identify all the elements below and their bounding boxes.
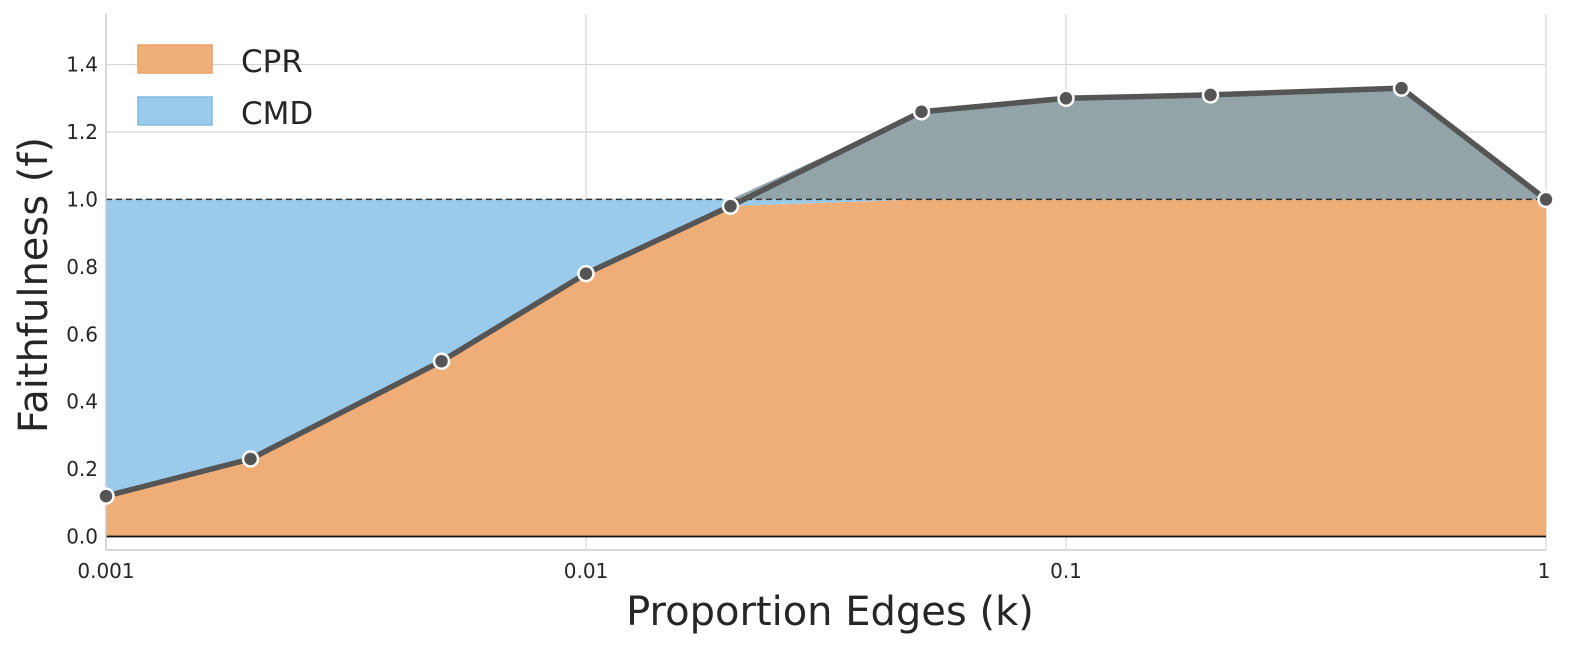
legend-swatch-cpr [137,44,213,74]
y-axis-title: Faithfulness (f) [11,137,57,433]
data-point-2 [432,352,451,370]
cpr-area [106,199,1546,537]
y-tick-label-6: 1.2 [66,120,98,144]
x-tick-label-2: 0.1 [1050,559,1082,583]
axes [105,14,1546,551]
data-point-4 [721,197,740,215]
y-tick-label-2: 0.4 [66,390,98,414]
data-point-0 [97,487,115,505]
data-point-1 [241,450,260,468]
cmd-area [106,199,1546,497]
above-one-area [106,88,1546,200]
data-point-7 [1201,86,1220,104]
x-tick-label-1: 0.01 [564,559,609,583]
y-tick-label-1: 0.2 [66,457,98,481]
area-fills [106,88,1546,537]
y-tick-label-5: 1.0 [66,187,98,211]
series-line [105,85,1548,499]
y-tick-label-0: 0.0 [66,525,98,549]
data-point-5 [912,103,931,121]
legend: CPR CMD [137,44,313,132]
x-axis-title: Proportion Edges (k) [626,589,1034,635]
data-point-6 [1057,89,1075,108]
data-point-3 [577,264,595,283]
y-tick-label-7: 1.4 [66,53,98,77]
y-tick-label-4: 0.8 [66,255,98,279]
tick-labels: 0.0 0.2 0.4 0.6 0.8 1.0 1.2 1.4 0.001 0.01 0.1 1 [66,53,1550,583]
reference-lines [106,198,1546,538]
legend-label-cmd: CMD [241,96,313,132]
data-point-9 [1537,190,1555,209]
legend-swatch-cmd [137,96,213,126]
series-line [105,85,1548,499]
data-points [97,79,1555,505]
y-tick-label-3: 0.6 [66,322,98,346]
data-point-8 [1392,79,1411,97]
legend-label-cpr: CPR [241,44,303,80]
x-tick-label-3: 1 [1538,559,1551,583]
x-tick-label-0: 0.001 [77,559,134,583]
